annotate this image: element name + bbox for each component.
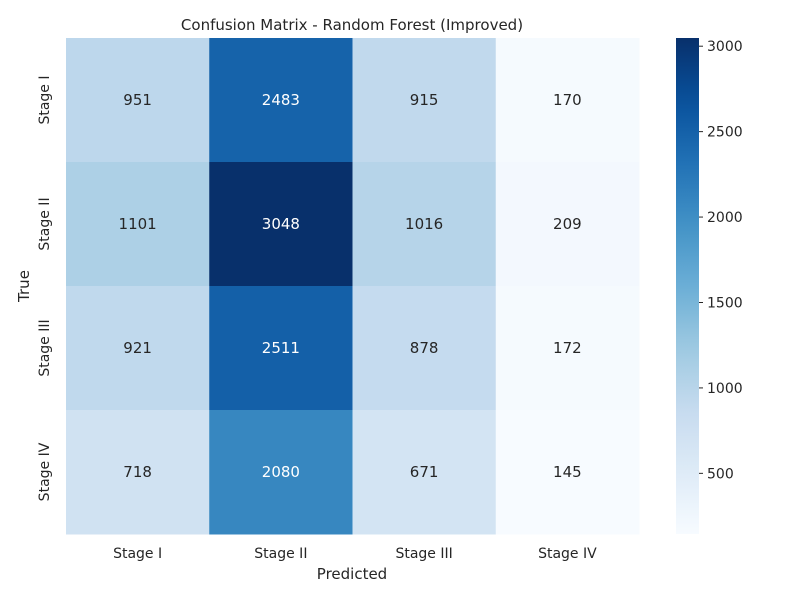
cell-value-label: 3048: [262, 215, 300, 233]
heatmap-cell: [352, 38, 497, 163]
cell-value-label: 1101: [119, 215, 157, 233]
heatmap-cell: [66, 38, 210, 163]
heatmap-cell: [66, 410, 210, 535]
cell-value-label: 878: [410, 339, 439, 357]
heatmap-cell: [66, 286, 210, 411]
heatmap-cells: 951 2483 915 170 1101 3048 1016 209 921 2511 878 17…: [66, 38, 640, 535]
colorbar: [676, 38, 699, 534]
cell-value-label: 718: [123, 463, 152, 481]
cell-value-label: 172: [553, 339, 582, 357]
cell-value-label: 2511: [262, 339, 300, 357]
y-tick-labels: Stage I Stage II Stage III Stage IV: [37, 75, 53, 501]
x-axis-label: Predicted: [317, 565, 387, 583]
cell-value-label: 951: [123, 91, 152, 109]
chart-title: Confusion Matrix - Random Forest (Improv…: [181, 16, 523, 34]
y-tick-label: Stage II: [37, 197, 53, 250]
cell-value-label: 2483: [262, 91, 300, 109]
x-tick-labels: Stage I Stage II Stage III Stage IV: [113, 546, 597, 562]
x-tick-label: Stage III: [395, 546, 452, 562]
colorbar-tick-label: 500: [707, 466, 734, 482]
cell-value-label: 2080: [262, 463, 300, 481]
heatmap-cell: [209, 162, 353, 287]
cell-value-label: 1016: [405, 215, 443, 233]
cell-value-label: 915: [410, 91, 439, 109]
colorbar-tick-label: 1000: [707, 381, 743, 397]
colorbar-tick-label: 3000: [707, 39, 743, 55]
heatmap-cell: [495, 162, 640, 287]
cell-value-label: 145: [553, 463, 582, 481]
heatmap-cell: [209, 38, 353, 163]
y-axis-label: True: [15, 270, 33, 303]
heatmap-cell: [209, 410, 353, 535]
heatmap-cell: [352, 162, 497, 287]
colorbar-ticks: 500 1000 1500 2000 2500 3000: [699, 39, 743, 482]
heatmap-cell: [352, 410, 497, 535]
colorbar-tick-label: 2000: [707, 210, 743, 226]
heatmap-cell: [66, 162, 210, 287]
heatmap-cell: [495, 410, 640, 535]
colorbar-tick-label: 1500: [707, 295, 743, 311]
colorbar-tick-label: 2500: [707, 125, 743, 141]
cell-value-label: 671: [410, 463, 439, 481]
cell-value-label: 209: [553, 215, 582, 233]
cell-value-label: 921: [123, 339, 152, 357]
y-tick-label: Stage III: [37, 319, 53, 376]
heatmap-cell: [352, 286, 497, 411]
x-tick-label: Stage I: [113, 546, 162, 562]
y-tick-label: Stage IV: [37, 442, 53, 501]
heatmap-cell: [495, 38, 640, 163]
y-tick-label: Stage I: [37, 75, 53, 124]
x-tick-label: Stage II: [254, 546, 307, 562]
x-tick-label: Stage IV: [538, 546, 597, 562]
heatmap-cell: [209, 286, 353, 411]
cell-value-label: 170: [553, 91, 582, 109]
heatmap-cell: [495, 286, 640, 411]
